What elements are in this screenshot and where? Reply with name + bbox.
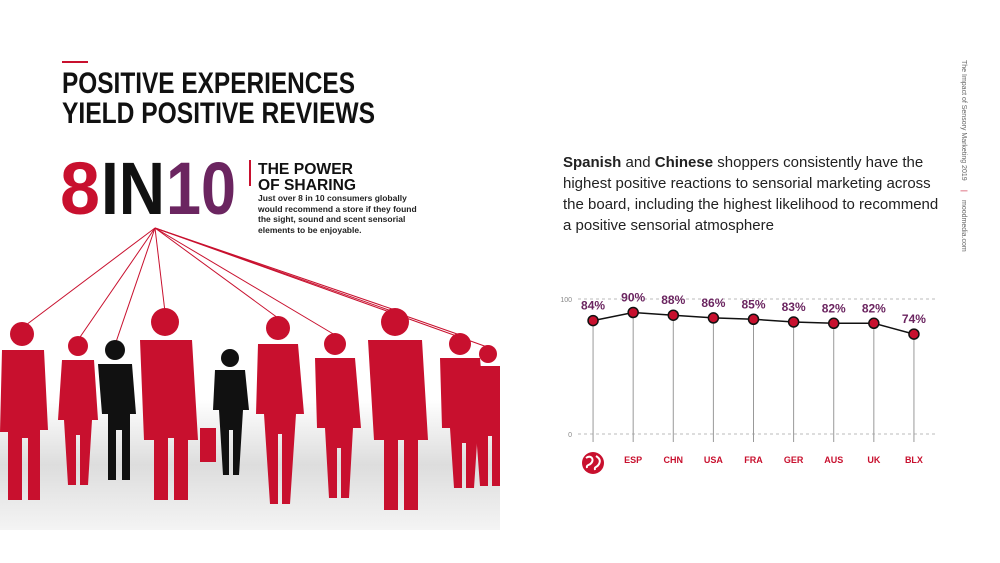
stat-part: 8 xyxy=(60,147,100,230)
sidebar-site: moodmedia.com xyxy=(960,200,967,252)
value-label: 85% xyxy=(741,297,765,311)
data-point xyxy=(627,306,639,319)
x-tick-label: BLX xyxy=(905,455,923,465)
data-point xyxy=(667,309,680,321)
stat-body: Just over 8 in 10 consumers globally wou… xyxy=(258,193,417,235)
globe-icon-detail xyxy=(585,455,601,471)
globe-icon xyxy=(582,452,604,474)
stat-heading: OF SHARING xyxy=(258,177,356,194)
summary-segment: shoppers consistently have the highest p… xyxy=(563,154,939,234)
value-label: 82% xyxy=(862,301,886,315)
stat-part: IN xyxy=(101,147,165,230)
bag xyxy=(200,428,216,462)
data-point xyxy=(908,328,920,340)
value-label: 86% xyxy=(701,296,725,310)
summary-segment: Spanish xyxy=(563,154,622,171)
data-point xyxy=(827,317,840,330)
x-tick-label: UK xyxy=(867,455,880,465)
stat-part: 10 xyxy=(166,147,236,230)
data-point xyxy=(747,313,760,325)
x-tick-label: FRA xyxy=(744,455,763,465)
value-label: 88% xyxy=(661,293,685,307)
x-tick-label: ESP xyxy=(624,455,642,465)
data-point xyxy=(787,316,800,328)
data-point xyxy=(707,312,720,324)
summary: Spanish and Chinese shoppers consistentl… xyxy=(563,152,943,236)
value-label: 90% xyxy=(621,291,645,305)
sidebar-separator: | xyxy=(960,190,967,192)
title-line: POSITIVE EXPERIENCES xyxy=(62,67,355,100)
y-tick-label: 0 xyxy=(568,432,572,439)
stat-heading: THE POWER xyxy=(258,161,353,178)
y-tick-label: 100 xyxy=(560,297,572,304)
x-tick-label: USA xyxy=(704,455,724,465)
summary-segment: and xyxy=(621,154,655,171)
x-tick-label: CHN xyxy=(664,455,684,465)
sidebar-report: The Impact of Sensory Marketing 2019 xyxy=(960,60,967,181)
value-label: 74% xyxy=(902,312,926,326)
silhouettes xyxy=(0,308,500,510)
title-line: YIELD POSITIVE REVIEWS xyxy=(62,97,375,130)
x-tick-label: AUS xyxy=(824,455,843,465)
data-point xyxy=(868,317,880,330)
sidebar: The Impact of Sensory Marketing 2019 | m… xyxy=(960,60,967,252)
data-point xyxy=(587,314,599,327)
x-tick-label: GER xyxy=(784,455,804,465)
value-label: 84% xyxy=(581,299,605,313)
summary-segment: Chinese xyxy=(654,154,714,171)
share-lines xyxy=(21,227,491,349)
value-label: 83% xyxy=(782,300,806,314)
value-label: 82% xyxy=(822,301,846,315)
